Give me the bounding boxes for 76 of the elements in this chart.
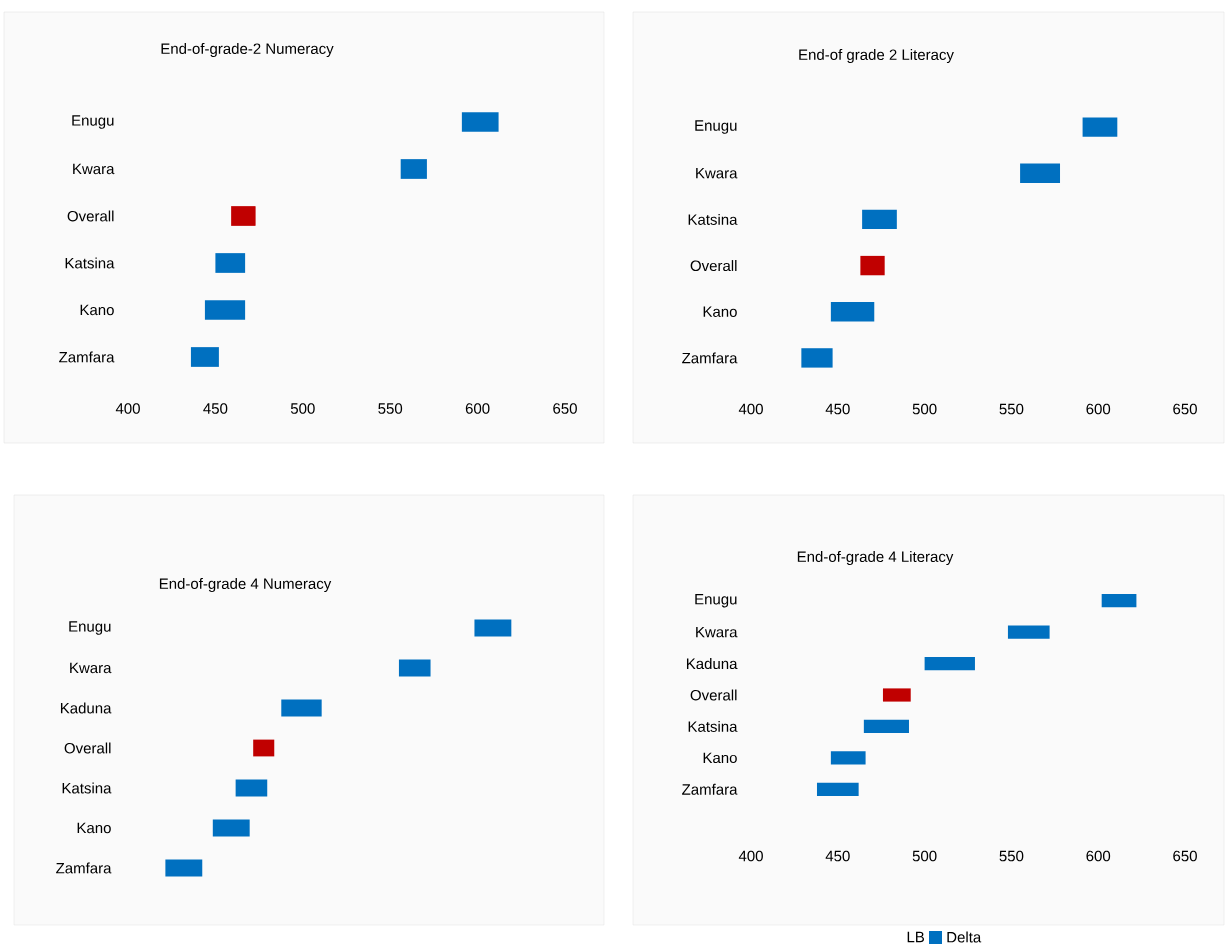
bar [860, 255, 885, 276]
legend-title: LB [907, 931, 925, 943]
bar [253, 739, 275, 757]
chart-title: End-of-grade-2 Numeracy [161, 43, 334, 57]
y-tick-label: Katsina [688, 720, 738, 732]
y-tick-label: Kano [80, 304, 114, 316]
bar [830, 751, 866, 765]
y-tick-label: Kano [77, 822, 111, 834]
y-tick-label: Kano [703, 752, 737, 764]
x-tick-label: 450 [825, 850, 850, 862]
x-tick-label: 600 [1086, 850, 1111, 862]
x-tick-label: 550 [999, 403, 1024, 415]
x-tick-label: 400 [738, 850, 763, 862]
y-tick-label: Enugu [69, 621, 111, 635]
x-tick-label: 600 [1086, 403, 1111, 415]
x-tick-label: 500 [290, 403, 315, 414]
bar [816, 782, 859, 796]
bar [882, 688, 911, 702]
y-tick-label: Kwara [696, 168, 738, 179]
x-tick-label: 650 [553, 403, 577, 414]
bar [801, 348, 833, 368]
chart-title: End-of-grade 4 Literacy [797, 551, 954, 565]
x-tick-label: 400 [115, 403, 140, 414]
x-tick-label: 550 [999, 850, 1024, 862]
y-tick-label: Kaduna [60, 702, 112, 714]
bar [1007, 625, 1050, 639]
y-tick-label: Kano [703, 306, 737, 317]
bar [400, 159, 427, 179]
y-tick-label: Katsina [62, 782, 112, 794]
y-tick-label: Katsina [688, 213, 738, 225]
bar [830, 302, 875, 322]
bar [281, 699, 322, 717]
y-tick-label: Zamfara [56, 862, 112, 874]
x-tick-label: 450 [825, 403, 850, 415]
bar [1020, 163, 1061, 183]
y-tick-label: Overall [690, 689, 737, 701]
y-tick-label: Kwara [70, 662, 112, 674]
y-tick-label: Zamfara [682, 783, 738, 795]
x-tick-label: 650 [1173, 850, 1197, 862]
y-tick-label: Zamfara [59, 351, 115, 363]
chart-title: End-of-grade 4 Numeracy [159, 578, 332, 592]
bar [461, 112, 499, 132]
bar [204, 300, 246, 320]
bar [863, 719, 909, 734]
y-tick-label: Overall [64, 742, 111, 754]
bar [212, 819, 250, 837]
y-tick-label: Enugu [72, 115, 114, 129]
y-tick-label: Kaduna [686, 658, 738, 670]
y-tick-label: Overall [690, 260, 737, 272]
bar [231, 206, 256, 226]
x-tick-label: 500 [912, 850, 937, 862]
y-tick-label: Zamfara [682, 352, 738, 364]
bar [398, 659, 431, 677]
x-tick-label: 550 [378, 403, 403, 414]
y-tick-label: Overall [67, 210, 114, 222]
legend-label: Delta [947, 931, 982, 943]
bar [474, 619, 512, 637]
x-tick-label: 400 [738, 403, 763, 415]
x-tick-label: 650 [1173, 403, 1197, 415]
bar [862, 209, 897, 230]
bar [924, 656, 975, 671]
y-tick-label: Enugu [695, 594, 737, 608]
y-tick-label: Kwara [696, 626, 738, 638]
bar [215, 253, 246, 273]
bar [1101, 594, 1137, 608]
y-tick-label: Katsina [65, 257, 115, 269]
y-tick-label: Kwara [73, 163, 115, 175]
x-tick-label: 500 [912, 403, 937, 415]
chart-title: End-of grade 2 Literacy [799, 49, 954, 63]
y-tick-label: Enugu [695, 120, 737, 134]
bar [235, 779, 268, 797]
bar [165, 859, 203, 877]
x-tick-label: 600 [465, 403, 490, 414]
bar [1082, 117, 1118, 137]
bar [190, 347, 219, 367]
x-tick-label: 450 [203, 403, 228, 414]
